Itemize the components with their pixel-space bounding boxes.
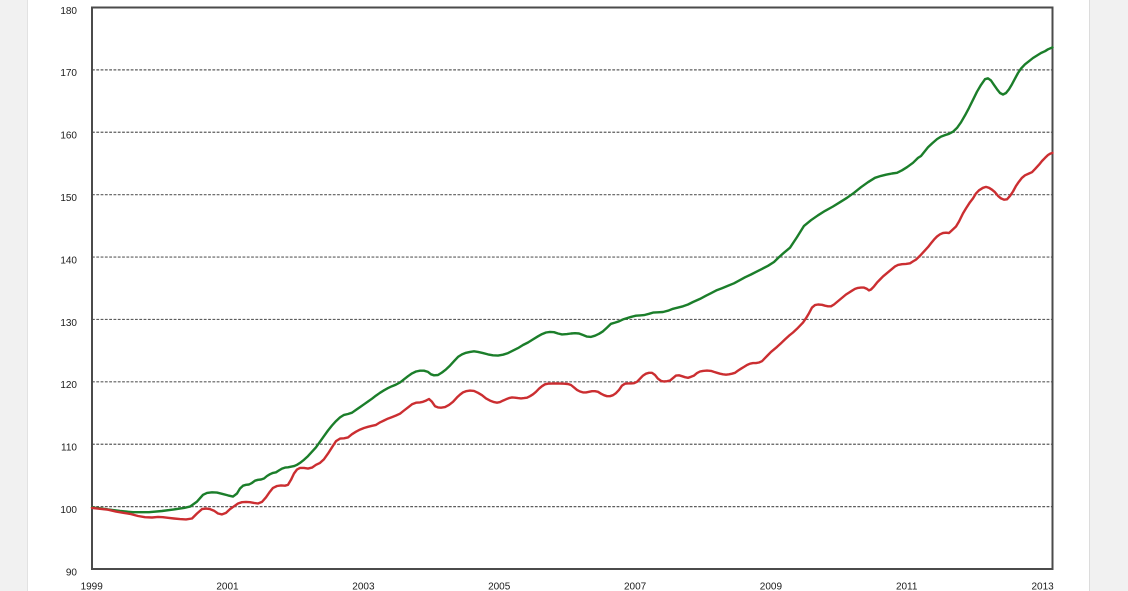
svg-text:170: 170 [60,68,77,79]
svg-text:2001: 2001 [216,581,239,591]
svg-text:2009: 2009 [760,581,783,591]
svg-text:110: 110 [61,443,77,454]
svg-text:140: 140 [60,255,77,266]
svg-text:2007: 2007 [624,581,647,591]
svg-text:2005: 2005 [488,581,511,591]
svg-text:2011: 2011 [896,581,918,591]
svg-text:180: 180 [60,6,77,17]
svg-text:1999: 1999 [81,581,104,591]
svg-text:100: 100 [60,505,77,516]
svg-text:2013: 2013 [1031,581,1054,591]
svg-text:90: 90 [66,567,78,578]
svg-text:120: 120 [60,380,77,391]
svg-text:160: 160 [60,131,77,142]
svg-text:130: 130 [60,318,77,329]
svg-text:150: 150 [60,193,77,204]
svg-text:2003: 2003 [352,581,375,591]
